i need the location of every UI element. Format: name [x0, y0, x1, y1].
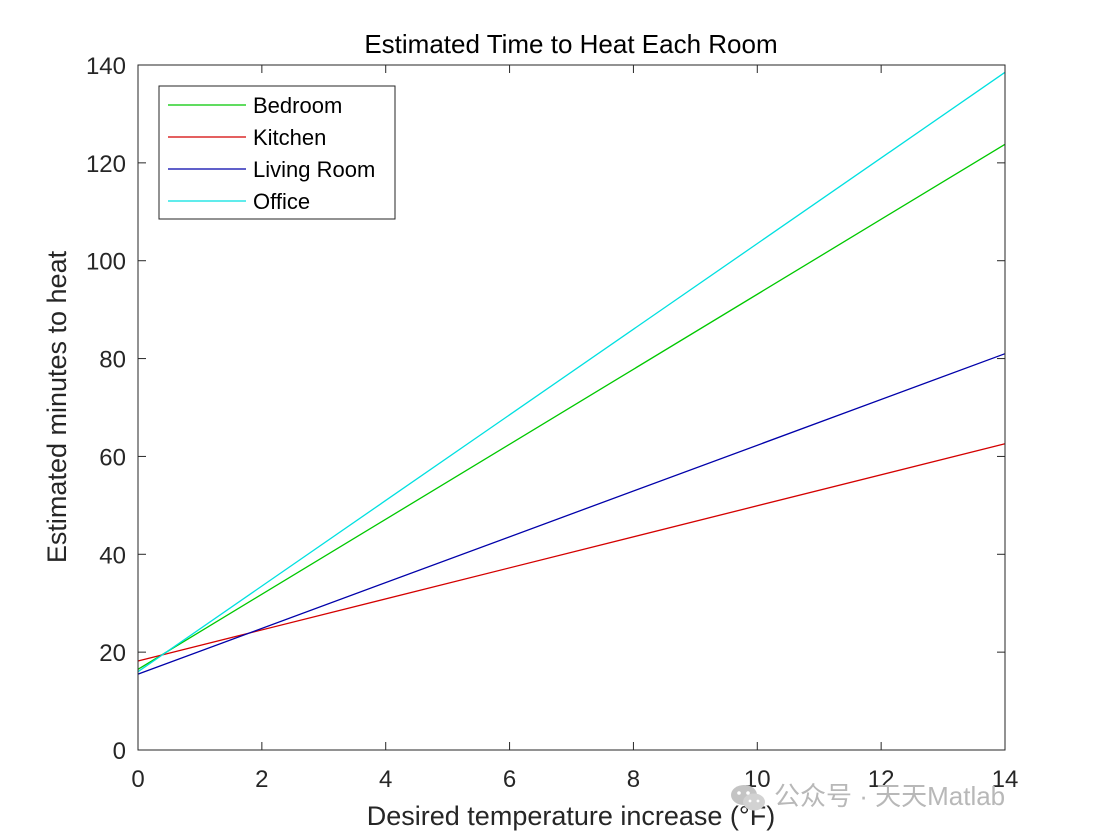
x-tick-label: 12 [868, 766, 895, 793]
series-lines [137, 71, 1006, 675]
x-tick-label: 0 [131, 766, 144, 793]
legend-entry: Office [253, 189, 310, 214]
chart-title: Estimated Time to Heat Each Room [364, 29, 777, 59]
axes-box [137, 64, 1006, 751]
y-tick-label: 20 [99, 640, 126, 667]
x-tick-label: 4 [379, 766, 392, 793]
series-line-kitchen [137, 443, 1006, 662]
series-line-bedroom [137, 143, 1006, 670]
watermark-text: 公众号 · 天天Matlab [774, 781, 1006, 811]
legend-entry: Living Room [253, 157, 375, 182]
legend-box [158, 85, 396, 220]
legend: Bedroom Kitchen Living Room Office [158, 85, 396, 220]
y-tick-label: 120 [86, 151, 126, 178]
y-tick-label: 0 [113, 738, 126, 765]
y-tick-label: 40 [99, 542, 126, 569]
y-tick-label: 60 [99, 444, 126, 471]
legend-entry: Kitchen [253, 125, 326, 150]
x-tick-label: 14 [992, 766, 1019, 793]
wechat-icon [731, 785, 765, 811]
x-tick-label: 2 [255, 766, 268, 793]
series-line-living-room [137, 353, 1006, 675]
legend-entry: Bedroom [253, 93, 342, 118]
x-tick-label: 6 [503, 766, 516, 793]
y-tick-label: 100 [86, 249, 126, 276]
y-axis-label: Estimated minutes to heat [42, 250, 72, 563]
x-tick-label: 8 [627, 766, 640, 793]
y-tick-label: 80 [99, 347, 126, 374]
x-axis-label: Desired temperature increase (°F) [367, 801, 775, 831]
series-line-office [137, 71, 1006, 673]
y-tick-label: 140 [86, 53, 126, 80]
watermark: 公众号 · 天天Matlab [730, 776, 1005, 813]
